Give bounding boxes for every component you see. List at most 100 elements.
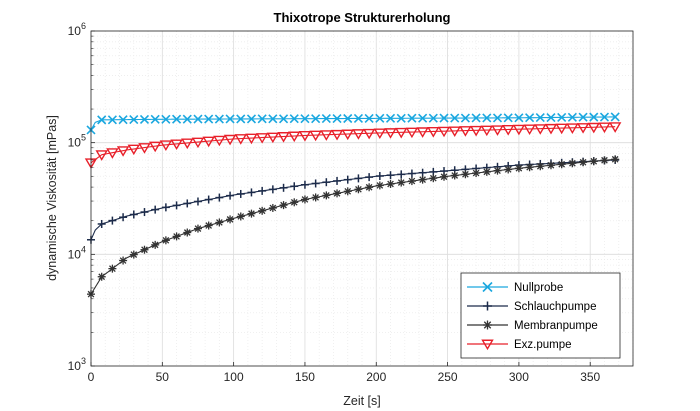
data-point bbox=[546, 112, 556, 123]
data-point bbox=[321, 114, 331, 124]
marker-stroke bbox=[205, 222, 213, 229]
data-point bbox=[555, 123, 568, 135]
data-point bbox=[385, 113, 396, 123]
data-point bbox=[108, 264, 117, 273]
x-tick-label: 300 bbox=[509, 370, 529, 384]
marker-stroke bbox=[129, 114, 139, 125]
data-point bbox=[298, 131, 312, 142]
marker-stroke bbox=[320, 130, 333, 141]
data-point bbox=[418, 113, 428, 123]
x-tick-label: 250 bbox=[438, 370, 458, 384]
data-point bbox=[279, 201, 288, 210]
data-point bbox=[375, 172, 384, 181]
data-point bbox=[407, 169, 416, 178]
marker-stroke bbox=[245, 133, 258, 145]
data-point bbox=[448, 126, 461, 138]
data-point bbox=[247, 209, 256, 218]
data-point bbox=[567, 112, 577, 122]
marker-stroke bbox=[277, 132, 290, 143]
marker-stroke bbox=[471, 113, 481, 123]
marker-stroke bbox=[300, 114, 310, 124]
marker-stroke bbox=[193, 114, 203, 124]
data-point bbox=[322, 191, 331, 200]
data-point bbox=[557, 160, 566, 169]
data-point bbox=[139, 114, 150, 125]
y-axis-label: dynamische Viskosität [mPas] bbox=[45, 115, 59, 281]
data-point bbox=[534, 124, 547, 135]
marker-stroke bbox=[515, 164, 523, 172]
marker-stroke bbox=[173, 233, 180, 240]
data-point bbox=[191, 137, 205, 149]
marker-stroke bbox=[428, 113, 438, 123]
marker-stroke bbox=[343, 113, 353, 124]
marker-stroke bbox=[323, 192, 330, 199]
marker-stroke bbox=[191, 137, 205, 149]
marker-stroke bbox=[472, 169, 480, 177]
marker-stroke bbox=[109, 265, 116, 272]
data-point bbox=[246, 114, 257, 124]
marker-stroke bbox=[365, 183, 373, 191]
data-point bbox=[193, 114, 203, 124]
data-point bbox=[215, 218, 224, 227]
data-point bbox=[311, 114, 321, 124]
data-point bbox=[108, 216, 117, 225]
marker-stroke bbox=[226, 216, 234, 223]
legend-label: Membranpumpe bbox=[514, 320, 598, 332]
data-point bbox=[364, 113, 374, 123]
data-point bbox=[365, 173, 374, 182]
data-point bbox=[579, 158, 588, 167]
data-point bbox=[258, 206, 267, 215]
marker-stroke bbox=[355, 185, 362, 193]
y-tick-label: 105 bbox=[68, 133, 86, 150]
data-point bbox=[397, 170, 406, 179]
data-point bbox=[482, 281, 493, 293]
data-point bbox=[343, 113, 353, 124]
data-point bbox=[557, 112, 567, 122]
data-point bbox=[332, 113, 342, 124]
marker-stroke bbox=[309, 130, 322, 142]
marker-stroke bbox=[289, 114, 299, 124]
data-point bbox=[407, 177, 416, 186]
marker-stroke bbox=[544, 123, 558, 135]
marker-stroke bbox=[450, 113, 460, 123]
marker-stroke bbox=[480, 125, 494, 137]
data-point bbox=[589, 157, 598, 166]
marker-stroke bbox=[288, 131, 301, 143]
marker-stroke bbox=[587, 122, 601, 134]
marker-stroke bbox=[459, 126, 472, 137]
data-point bbox=[204, 114, 214, 124]
chart-title: Thixotrope Strukturerholung bbox=[274, 10, 451, 25]
data-point bbox=[611, 155, 620, 164]
series-exz-pumpe bbox=[84, 122, 622, 169]
marker-stroke bbox=[483, 321, 492, 329]
data-point bbox=[151, 205, 160, 214]
data-point bbox=[245, 133, 258, 145]
data-point bbox=[587, 122, 601, 134]
data-point bbox=[450, 113, 460, 123]
legend-label: Exz.pumpe bbox=[514, 339, 572, 351]
data-point bbox=[236, 114, 246, 124]
data-point bbox=[578, 112, 588, 122]
data-point bbox=[482, 113, 492, 123]
data-point bbox=[384, 128, 397, 139]
data-point bbox=[161, 114, 171, 124]
marker-stroke bbox=[172, 114, 182, 124]
marker-stroke bbox=[236, 114, 246, 124]
data-point bbox=[418, 168, 427, 177]
data-point bbox=[226, 191, 235, 200]
marker-stroke bbox=[181, 138, 194, 150]
data-point bbox=[183, 228, 192, 237]
marker-stroke bbox=[481, 339, 494, 351]
data-point bbox=[460, 113, 470, 123]
data-point bbox=[352, 129, 365, 140]
marker-stroke bbox=[555, 123, 568, 135]
marker-stroke bbox=[437, 126, 451, 138]
marker-stroke bbox=[106, 148, 119, 159]
data-point bbox=[204, 195, 213, 204]
data-point bbox=[148, 141, 162, 153]
data-point bbox=[492, 113, 503, 123]
marker-stroke bbox=[492, 113, 503, 123]
data-point bbox=[483, 320, 492, 330]
data-point bbox=[437, 126, 451, 138]
marker-stroke bbox=[451, 172, 459, 179]
